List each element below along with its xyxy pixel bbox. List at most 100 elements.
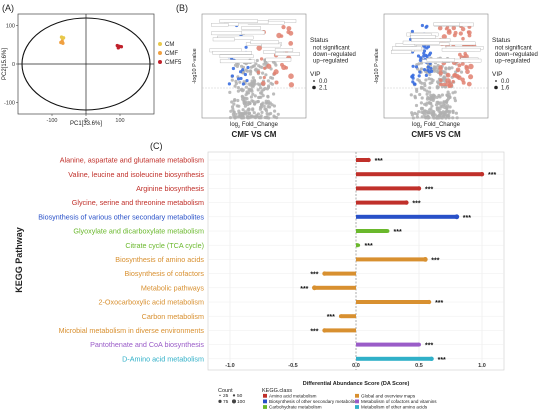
volcano-point-down — [422, 54, 426, 58]
volcano-point-ns — [415, 115, 419, 119]
kegg-bar-dot — [426, 299, 432, 305]
kegg-bar-dot — [404, 200, 409, 205]
volcano-point-ns — [238, 111, 242, 115]
kegg-significance: *** — [300, 286, 308, 293]
volcano-legend-vip-item: 2.1 — [319, 86, 328, 92]
kegg-significance: *** — [425, 186, 433, 193]
pca-xtick-label: 0 — [84, 118, 87, 124]
volcano-point-down — [410, 29, 414, 34]
volcano-point-ns — [430, 104, 434, 108]
volcano-point-ns — [451, 109, 455, 113]
volcano-point-ns — [429, 77, 434, 81]
volcano-point-up — [444, 27, 449, 31]
volcano-point-up — [451, 79, 455, 84]
kegg-bar — [356, 257, 426, 262]
pca-point-cmf — [60, 39, 64, 44]
volcano-point-ns — [427, 108, 432, 112]
volcano-point-ns — [258, 76, 262, 80]
volcano-point-ns — [247, 107, 251, 111]
kegg-legend-class-swatch — [263, 405, 267, 409]
kegg-category-label: Arginine biosynthesis — [136, 184, 204, 193]
volcano-cmf5-xlabel: log2 Fold_Change — [412, 122, 461, 129]
volcano-label-box — [265, 57, 292, 62]
volcano-point-ns — [272, 114, 276, 118]
volcano-point-ns — [440, 93, 444, 97]
volcano-label-box — [212, 37, 235, 42]
volcano-point-down — [422, 68, 427, 72]
volcano-point-up — [441, 82, 446, 87]
volcano-legend-vip-swatch — [312, 85, 316, 90]
kegg-bar-dot — [312, 285, 317, 291]
volcano-point-down — [425, 54, 429, 59]
volcano-point-ns — [415, 89, 419, 93]
volcano-legend-vip-swatch — [495, 80, 497, 82]
volcano-point-up — [438, 78, 443, 83]
kegg-xtick-label: 0.0 — [352, 363, 360, 369]
volcano-point-down — [416, 54, 421, 58]
volcano-point-ns — [274, 63, 278, 67]
volcano-point-ns — [250, 114, 254, 118]
volcano-point-up — [260, 81, 266, 86]
volcano-label-box — [433, 22, 460, 26]
pca-ytick-label: 100 — [6, 24, 15, 30]
volcano-label-box — [261, 43, 281, 48]
volcano-point-ns — [439, 101, 443, 105]
volcano-label-box — [411, 38, 451, 42]
volcano-point-ns — [250, 81, 254, 85]
volcano-point-up — [468, 74, 474, 80]
kegg-significance: *** — [375, 158, 383, 165]
kegg-significance: *** — [463, 215, 471, 222]
volcano-cmf-ylabel: -log10 P-value — [192, 48, 198, 83]
volcano-point-up — [263, 66, 267, 70]
volcano-label-box — [441, 47, 481, 52]
volcano-point-ns — [423, 102, 427, 106]
kegg-bar — [340, 314, 356, 319]
kegg-bar — [324, 328, 356, 333]
volcano-point-down — [227, 82, 231, 86]
volcano-legend-vip-swatch — [313, 80, 315, 82]
volcano-point-up — [457, 63, 462, 68]
kegg-bar — [356, 229, 388, 233]
volcano-point-ns — [261, 71, 265, 75]
kegg-category-label: Glycine, serine and threonine metabolism — [72, 198, 204, 207]
volcano-point-ns — [413, 96, 417, 100]
volcano-point-ns — [263, 86, 267, 91]
volcano-label-box — [211, 23, 229, 27]
volcano-point-up — [466, 81, 472, 87]
kegg-category-label: Citrate cycle (TCA cycle) — [125, 241, 204, 250]
volcano-legend-vip-item: 0.0 — [501, 79, 510, 85]
volcano-point-ns — [250, 99, 254, 103]
volcano-point-ns — [438, 110, 443, 115]
volcano-point-ns — [266, 105, 270, 109]
volcano-plot-cmf5: log2 Fold_Change -log10 P-value CMF5 VS … — [374, 13, 538, 139]
kegg-bar — [356, 300, 430, 304]
volcano-point-ns — [261, 101, 265, 105]
pca-xlabel: PC1[33.6%] — [70, 121, 102, 127]
kegg-legend-count-swatch — [231, 399, 237, 404]
volcano-point-ns — [244, 85, 248, 89]
volcano-point-ns — [251, 92, 255, 96]
volcano-point-ns — [270, 76, 275, 80]
volcano-point-ns — [248, 88, 253, 92]
volcano-point-ns — [260, 65, 264, 69]
volcano-point-ns — [264, 107, 268, 111]
volcano-point-ns — [420, 115, 424, 119]
kegg-xtick-label: 1.0 — [478, 363, 486, 369]
kegg-category-label: 2-Oxocarboxylic acid metabolism — [99, 298, 204, 307]
volcano-point-ns — [242, 101, 246, 105]
volcano-point-ns — [259, 91, 263, 95]
volcano-legend-status-title: Status — [310, 37, 329, 44]
volcano-point-ns — [256, 88, 260, 92]
volcano-point-ns — [228, 90, 232, 94]
volcano-point-ns — [245, 90, 249, 94]
volcano-point-ns — [442, 114, 446, 118]
pca-xtick-label: 100 — [115, 118, 124, 124]
volcano-point-up — [262, 75, 266, 80]
volcano-point-up — [446, 29, 452, 35]
volcano-point-ns — [425, 89, 429, 93]
volcano-point-up — [467, 30, 472, 35]
kegg-bar — [356, 214, 457, 219]
volcano-point-ns — [272, 104, 276, 108]
kegg-significance: *** — [394, 229, 402, 236]
panel-label-c: (C) — [150, 141, 163, 151]
